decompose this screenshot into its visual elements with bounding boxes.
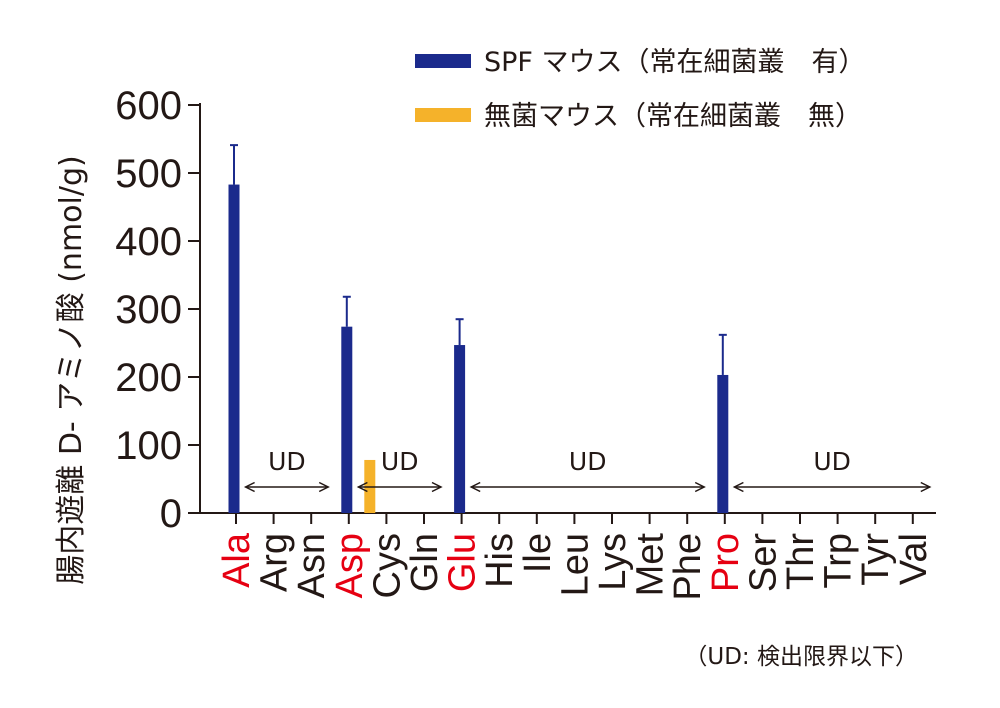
y-tick-label: 100 [115, 424, 182, 468]
y-axis-label: 腸内遊離 D- アミノ酸 (nmol/g) [54, 155, 89, 584]
ud-arrow-head-right [431, 481, 443, 493]
x-tick-label: Met [630, 533, 672, 597]
ud-annotation: UD [356, 447, 443, 493]
ud-arrow-head-right [318, 481, 330, 493]
x-tick-label: Trp [818, 533, 860, 589]
x-tick-label: Pro [705, 533, 747, 592]
footnote: （UD: 検出限界以下） [684, 644, 918, 670]
bar [341, 326, 353, 513]
ud-arrow-head-right [920, 481, 932, 493]
y-tick-label: 300 [115, 288, 182, 332]
x-tick-label: His [479, 533, 521, 588]
y-tick-label: 600 [115, 84, 182, 128]
ud-annotation: UD [469, 447, 706, 493]
x-tick-label: Tyr [855, 533, 897, 586]
x-tick-label: Lys [592, 533, 634, 591]
bar [454, 345, 466, 513]
legend-label: 無菌マウス（常在細菌叢 無） [484, 101, 862, 132]
y-tick-label: 0 [160, 492, 182, 536]
x-tick-label: Ile [517, 533, 559, 573]
ud-arrow-head-left [469, 481, 481, 493]
ud-arrow-head-left [243, 481, 255, 493]
legend-item: 無菌マウス（常在細菌叢 無） [415, 101, 862, 132]
x-tick-label: Asp [329, 533, 371, 598]
ud-arrow-head-right [694, 481, 706, 493]
y-axis: 0 100 200 300 400 500 600 [115, 84, 201, 536]
y-axis-label-group: 腸内遊離 D- アミノ酸 (nmol/g) [54, 155, 89, 584]
y-tick-label: 200 [115, 356, 182, 400]
x-tick-label: Gln [404, 533, 446, 592]
x-tick-label: Ala [216, 532, 258, 588]
ud-arrow-head-left [732, 481, 744, 493]
legend-swatch [415, 54, 471, 68]
ud-annotations: UD UD UD UD [243, 447, 932, 493]
ud-arrow-head-left [356, 481, 368, 493]
x-tick-label: Leu [554, 533, 596, 596]
x-tick-label: Thr [780, 533, 822, 590]
legend: SPF マウス（常在細菌叢 有） 無菌マウス（常在細菌叢 無） [415, 47, 866, 132]
x-tick-label: Phe [667, 533, 709, 601]
ud-label: UD [381, 447, 419, 476]
ud-annotation: UD [732, 447, 932, 493]
y-tick-label: 400 [115, 220, 182, 264]
legend-item: SPF マウス（常在細菌叢 有） [415, 47, 866, 78]
bar [228, 184, 240, 513]
x-axis: AlaArgAsnAspCysGlnGluHisIleLeuLysMetPheP… [200, 512, 936, 601]
ud-annotation: UD [243, 447, 330, 493]
x-tick-label: Arg [254, 533, 296, 592]
y-tick-label: 500 [115, 152, 182, 196]
ud-label: UD [569, 447, 607, 476]
ud-label: UD [813, 447, 851, 476]
x-tick-label: Asn [291, 533, 333, 598]
ud-label: UD [268, 447, 306, 476]
legend-label: SPF マウス（常在細菌叢 有） [484, 47, 866, 78]
bar [717, 374, 729, 513]
x-tick-label: Cys [366, 533, 408, 598]
legend-swatch [415, 108, 471, 122]
x-tick-label: Ser [742, 533, 784, 592]
x-tick-label: Val [893, 533, 935, 585]
x-tick-label: Glu [442, 533, 484, 592]
